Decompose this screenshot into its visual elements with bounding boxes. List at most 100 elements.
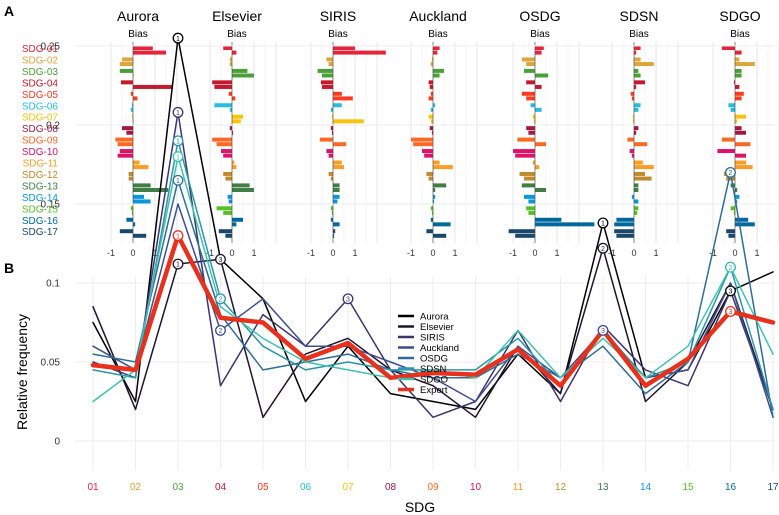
bias-bar xyxy=(634,73,641,78)
sdg-tick-02: 02 xyxy=(130,482,142,493)
bias-bar xyxy=(616,217,634,222)
bias-bar xyxy=(524,176,535,181)
bias-bar xyxy=(413,142,433,147)
bias-bar xyxy=(227,194,232,199)
x-tick-label: 0 xyxy=(229,248,234,258)
bias-bar xyxy=(535,84,542,89)
legend-label-osdg: OSDG xyxy=(420,354,448,365)
bias-bar xyxy=(133,199,151,204)
bias-bar xyxy=(232,68,248,73)
bias-bar xyxy=(223,210,232,215)
bias-bar xyxy=(333,142,347,147)
x-tick-label: -1 xyxy=(407,248,415,258)
bias-bar xyxy=(631,153,634,158)
rank-marker-label: 1 xyxy=(176,262,180,269)
bias-bar xyxy=(322,84,333,89)
panel-a-label: A xyxy=(4,3,14,19)
sdg-label-12: SDG-12 xyxy=(22,170,59,181)
rank-marker-label: 2 xyxy=(219,297,223,304)
bias-bar xyxy=(515,233,535,238)
bias-bar xyxy=(634,107,639,112)
legend-label-sdgo: SDGO xyxy=(420,375,448,386)
bias-bar xyxy=(330,217,333,222)
sdg-label-11: SDG-11 xyxy=(23,159,59,170)
bias-bar xyxy=(130,107,133,112)
bias-bar xyxy=(735,50,742,55)
bias-bar xyxy=(333,188,340,192)
bias-bar xyxy=(133,165,149,170)
rank-marker xyxy=(172,106,184,118)
bias-bar xyxy=(433,50,438,55)
rank-marker-label: 1 xyxy=(176,154,180,161)
bias-bar xyxy=(431,210,433,215)
sdg-tick-08: 08 xyxy=(385,482,397,493)
x-tick-label: 0 xyxy=(631,248,636,258)
sdg-label-3: SDG-03 xyxy=(22,67,59,78)
rank-marker xyxy=(172,258,184,270)
bias-bar xyxy=(721,46,735,50)
sdg-tick-16: 16 xyxy=(725,482,737,493)
bias-bar xyxy=(616,233,634,238)
bias-bar xyxy=(528,130,535,135)
bias-bar xyxy=(634,62,654,67)
x-tick-label: -1 xyxy=(509,248,517,258)
bias-bar xyxy=(634,142,648,147)
bias-bar xyxy=(214,103,232,108)
bias-bar xyxy=(634,126,639,131)
series-line-sdgo xyxy=(92,155,774,403)
bias-bar xyxy=(333,91,342,96)
bias-bar xyxy=(232,119,241,124)
y-tick-label: 0.25 xyxy=(41,42,61,53)
bias-bar xyxy=(630,91,634,96)
legend-label-auckland: Auckland xyxy=(420,343,459,354)
bias-bar xyxy=(526,206,535,211)
bias-bar xyxy=(530,103,535,108)
y-axis-label: Relative frequency xyxy=(14,314,30,430)
chart-title: SIRIS xyxy=(320,8,357,24)
bias-bar xyxy=(634,50,637,55)
bias-bar xyxy=(429,126,433,131)
bias-bar xyxy=(133,46,153,50)
sdg-tick-05: 05 xyxy=(257,482,269,493)
bias-bar xyxy=(733,80,735,85)
bias-bar xyxy=(733,210,735,215)
bias-bar xyxy=(433,103,436,108)
sdg-tick-01: 01 xyxy=(87,482,99,493)
bias-bar xyxy=(330,126,333,131)
sdg-label-13: SDG-13 xyxy=(22,181,59,192)
bias-bar xyxy=(721,137,735,142)
bias-bar xyxy=(521,183,535,188)
bias-bar xyxy=(519,171,535,176)
bias-chart-auckland: Auckland Bias -1 0 1 xyxy=(407,8,478,258)
bias-bar xyxy=(333,194,340,199)
bias-bar xyxy=(333,96,353,101)
chart-subtitle: Bias xyxy=(328,29,347,40)
bias-bar xyxy=(528,199,535,204)
bias-bar xyxy=(433,222,451,227)
bias-bar xyxy=(333,160,342,165)
rank-marker-label: 3 xyxy=(219,257,223,264)
bias-bar xyxy=(322,73,333,78)
x-axis-label: SDG xyxy=(405,499,435,515)
bias-bar xyxy=(333,222,340,227)
bias-bar xyxy=(735,130,746,135)
bias-bar xyxy=(128,176,133,181)
bias-bar xyxy=(333,183,340,188)
bias-bar xyxy=(634,188,639,192)
x-tick-label: 0 xyxy=(430,248,435,258)
bias-bar xyxy=(433,194,436,199)
rank-marker xyxy=(215,324,226,336)
bias-bar xyxy=(428,80,433,85)
bias-bar xyxy=(634,84,637,89)
bias-bar xyxy=(333,233,335,238)
rank-marker-label: 1 xyxy=(176,178,180,185)
bias-chart-siris: SIRIS Bias -1 0 1 xyxy=(307,8,386,258)
rank-marker xyxy=(597,242,609,254)
sdg-label-8: SDG-08 xyxy=(22,124,59,135)
legend-label-expert: Expert xyxy=(420,385,448,396)
bias-bar xyxy=(232,50,237,55)
bias-bar xyxy=(133,84,173,89)
bias-bar xyxy=(333,229,336,234)
chart-subtitle: Bias xyxy=(428,29,447,40)
chart-subtitle: Bias xyxy=(227,29,246,40)
